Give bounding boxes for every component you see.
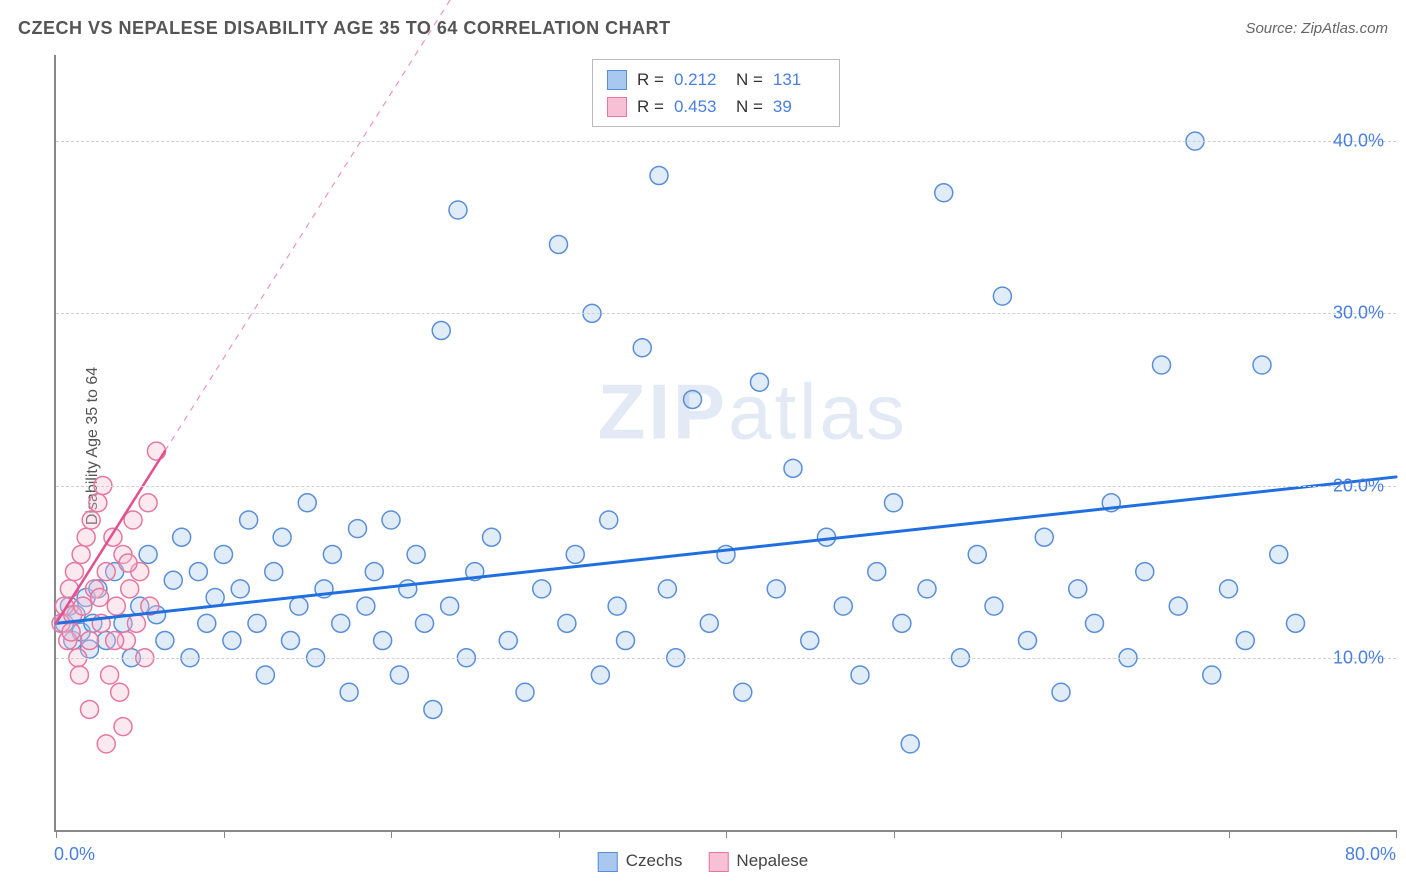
x-tick xyxy=(726,830,727,838)
r-value-nepalese: 0.453 xyxy=(674,93,726,120)
scatter-svg xyxy=(56,55,1396,830)
n-value-czechs: 131 xyxy=(773,66,825,93)
swatch-nepalese-icon xyxy=(607,97,627,117)
x-axis-min-label: 0.0% xyxy=(54,844,95,865)
n-label: N = xyxy=(736,66,763,93)
stats-row-nepalese: R = 0.453 N = 39 xyxy=(607,93,825,120)
title-bar: CZECH VS NEPALESE DISABILITY AGE 35 TO 6… xyxy=(18,18,1388,39)
x-axis-max-label: 80.0% xyxy=(1345,844,1396,865)
gridline xyxy=(56,141,1396,142)
x-tick xyxy=(1396,830,1397,838)
source-label: Source: ZipAtlas.com xyxy=(1245,20,1388,37)
swatch-nepalese-icon xyxy=(708,852,728,872)
chart-plot-area: R = 0.212 N = 131 R = 0.453 N = 39 ZIPat… xyxy=(54,55,1396,832)
r-label: R = xyxy=(637,93,664,120)
x-tick xyxy=(1229,830,1230,838)
y-tick-label: 20.0% xyxy=(1333,475,1384,496)
stats-legend-box: R = 0.212 N = 131 R = 0.453 N = 39 xyxy=(592,59,840,127)
x-tick xyxy=(894,830,895,838)
legend-label-czechs: Czechs xyxy=(626,851,683,870)
gridline xyxy=(56,313,1396,314)
legend-item-czechs: Czechs xyxy=(598,851,683,872)
r-value-czechs: 0.212 xyxy=(674,66,726,93)
legend-label-nepalese: Nepalese xyxy=(736,851,808,870)
x-tick xyxy=(56,830,57,838)
chart-title: CZECH VS NEPALESE DISABILITY AGE 35 TO 6… xyxy=(18,18,671,39)
legend-item-nepalese: Nepalese xyxy=(708,851,808,872)
swatch-czechs-icon xyxy=(607,70,627,90)
n-label: N = xyxy=(736,93,763,120)
bottom-legend: Czechs Nepalese xyxy=(598,851,809,872)
swatch-czechs-icon xyxy=(598,852,618,872)
stats-row-czechs: R = 0.212 N = 131 xyxy=(607,66,825,93)
x-tick xyxy=(559,830,560,838)
gridline xyxy=(56,658,1396,659)
gridline xyxy=(56,486,1396,487)
x-tick xyxy=(1061,830,1062,838)
y-tick-label: 40.0% xyxy=(1333,131,1384,152)
x-tick xyxy=(391,830,392,838)
x-tick xyxy=(224,830,225,838)
r-label: R = xyxy=(637,66,664,93)
y-tick-label: 10.0% xyxy=(1333,647,1384,668)
y-tick-label: 30.0% xyxy=(1333,303,1384,324)
n-value-nepalese: 39 xyxy=(773,93,825,120)
